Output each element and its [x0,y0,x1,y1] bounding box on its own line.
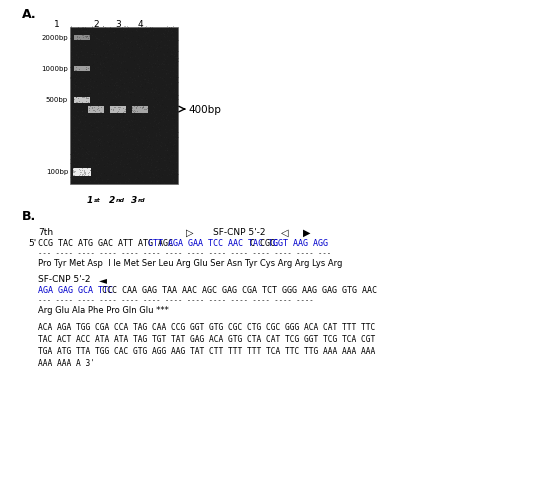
Text: rd: rd [138,198,146,203]
Text: ACA AGA TGG CGA CCA TAG CAA CCG GGT GTG CGC CTG CGC GGG ACA CAT TTT TTC: ACA AGA TGG CGA CCA TAG CAA CCG GGT GTG … [38,323,375,331]
Bar [132,107,148,114]
Text: 7th: 7th [38,228,53,237]
Text: AGA GAG GCA TTC: AGA GAG GCA TTC [38,286,113,294]
Text: 500bp: 500bp [46,97,68,103]
Text: 5': 5' [28,239,36,248]
Text: AAA AAA A 3': AAA AAA A 3' [38,358,95,367]
Text: Pro Tyr Met Asp  I le Met Ser Leu Arg Glu Ser Asn Tyr Cys Arg Arg Lys Arg: Pro Tyr Met Asp I le Met Ser Leu Arg Glu… [38,258,342,267]
Text: A.: A. [22,8,37,21]
Text: C CGC: C CGC [250,239,280,248]
Text: SF-CNP 5'-2: SF-CNP 5'-2 [213,228,265,237]
Bar [70,28,178,185]
Text: --- ---- ---- ---- ---- ---- ---- ---- ---- ---- ---- ---- ---- ---: --- ---- ---- ---- ---- ---- ---- ---- -… [38,250,331,255]
Text: 4: 4 [137,20,143,29]
Text: CTT AGA GAA TCC AAC TAC TG: CTT AGA GAA TCC AAC TAC TG [148,239,278,248]
Bar [74,98,90,104]
Text: TGA ATG TTA TGG CAC GTG AGG AAG TAT CTT TTT TTT TCA TTC TTG AAA AAA AAA: TGA ATG TTA TGG CAC GTG AGG AAG TAT CTT … [38,346,375,355]
Bar [74,67,90,72]
Text: ◄: ◄ [99,275,107,285]
Text: CCC CAA GAG TAA AAC AGC GAG CGA TCT GGG AAG GAG GTG AAC: CCC CAA GAG TAA AAC AGC GAG CGA TCT GGG … [97,286,377,294]
Text: --- ---- ---- ---- ---- ---- ---- ---- ---- ---- ---- ---- ----: --- ---- ---- ---- ---- ---- ---- ---- -… [38,296,313,302]
Text: ◁: ◁ [281,228,288,238]
Text: 100bp: 100bp [46,169,68,175]
Text: B.: B. [22,210,36,223]
Text: TAC ACT ACC ATA ATA TAG TGT TAT GAG ACA GTG CTA CAT TCG GGT TCG TCA CGT: TAC ACT ACC ATA ATA TAG TGT TAT GAG ACA … [38,334,375,343]
Text: SF-CNP 5'-2: SF-CNP 5'-2 [38,275,90,283]
Text: CGT AAG AGG: CGT AAG AGG [273,239,328,248]
Text: Arg Glu Ala Phe Pro Gln Glu ***: Arg Glu Ala Phe Pro Gln Glu *** [38,305,169,314]
Text: 1: 1 [54,20,60,29]
Bar [88,107,104,114]
Text: 2: 2 [109,195,115,204]
Text: st: st [94,198,101,203]
Text: 400bp: 400bp [188,105,221,115]
Text: 2: 2 [93,20,99,29]
Text: 1: 1 [87,195,93,204]
Text: CCG TAC ATG GAC ATT ATG AGC: CCG TAC ATG GAC ATT ATG AGC [38,239,178,248]
Text: 3: 3 [131,195,137,204]
Bar [73,169,91,177]
Bar [110,107,126,114]
Text: 2000bp: 2000bp [41,35,68,41]
Text: ▷: ▷ [186,228,193,238]
Text: 1000bp: 1000bp [41,66,68,72]
Text: 3: 3 [115,20,121,29]
Text: ▶: ▶ [303,228,310,238]
Text: nd: nd [116,198,125,203]
Bar [74,36,90,41]
